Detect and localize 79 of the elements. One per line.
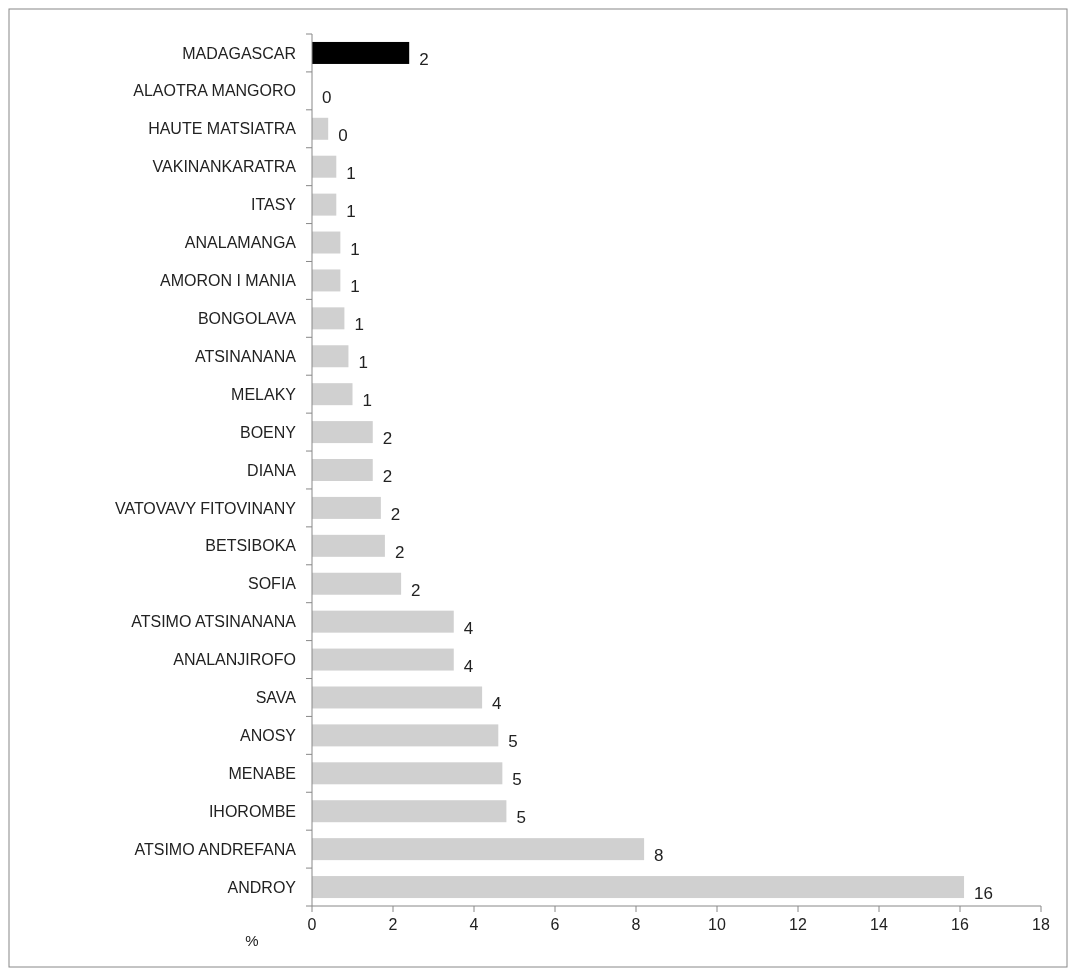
bar	[312, 724, 499, 747]
x-tick-label: 18	[1032, 916, 1050, 933]
data-label: 1	[358, 353, 368, 373]
x-tick-label: 0	[307, 916, 317, 933]
bar	[312, 193, 337, 216]
y-tick-label: IHOROMBE	[208, 802, 296, 820]
data-label: 0	[322, 87, 332, 107]
bar	[312, 307, 345, 330]
y-tick-label: DIANA	[247, 461, 297, 479]
data-label: 4	[492, 694, 502, 714]
data-label: 2	[390, 504, 401, 524]
data-label: 2	[382, 467, 393, 486]
bar	[312, 876, 965, 899]
y-tick-label: ATSIMO ANDREFANA	[134, 840, 297, 858]
bar	[312, 41, 410, 64]
bar	[312, 838, 645, 861]
bar	[312, 459, 373, 481]
data-label: 1	[354, 315, 364, 335]
data-label: 1	[350, 239, 360, 259]
bar	[312, 496, 381, 519]
data-label: 5	[508, 732, 518, 752]
y-tick-label: AMORON I MANIA	[159, 272, 297, 290]
bar	[312, 155, 337, 178]
x-tick-label: 6	[550, 916, 560, 933]
data-label: 1	[346, 201, 356, 221]
bar	[312, 269, 341, 292]
y-tick-label: MENABE	[228, 764, 296, 782]
y-tick-label: BOENY	[239, 423, 297, 441]
data-label: 16	[974, 884, 993, 904]
data-label: 4	[463, 618, 474, 638]
y-tick-label: ATSINANANA	[194, 347, 297, 365]
bar	[312, 421, 373, 444]
data-label: 4	[463, 656, 474, 676]
y-tick-label: ATSIMO ATSINANANA	[131, 613, 297, 631]
x-tick-label: 10	[708, 916, 726, 933]
y-tick-label: ANALANJIROFO	[173, 651, 296, 669]
bar	[312, 572, 402, 595]
x-tick-label: 2	[388, 916, 398, 933]
data-label: 1	[346, 163, 356, 183]
data-label: 2	[419, 49, 429, 69]
bar	[312, 762, 503, 785]
y-tick-label: ANDROY	[227, 878, 297, 896]
bar	[312, 117, 329, 140]
x-tick-label: 16	[951, 916, 969, 933]
data-label: 5	[516, 808, 526, 828]
data-label: 1	[362, 391, 372, 411]
bar	[312, 648, 454, 671]
y-tick-label: HAUTE MATSIATRA	[148, 120, 297, 138]
data-label: 8	[654, 846, 664, 866]
y-tick-label: ITASY	[250, 196, 297, 214]
data-label: 1	[350, 277, 360, 297]
bar	[312, 383, 353, 406]
bar	[312, 800, 507, 823]
y-tick-label: VATOVAVY FITOVINANY	[114, 499, 297, 517]
y-tick-label: ALAOTRA MANGORO	[133, 82, 296, 100]
x-tick-label: 14	[870, 916, 888, 933]
data-label: 0	[338, 125, 348, 145]
x-tick-label: 12	[789, 916, 807, 933]
y-tick-label: BONGOLAVA	[197, 309, 297, 327]
y-tick-label: BETSIBOKA	[205, 537, 297, 555]
y-tick-label: MADAGASCAR	[182, 44, 296, 62]
y-tick-label: SAVA	[255, 689, 297, 707]
y-tick-label: ANALAMANGA	[184, 234, 297, 252]
x-axis-title: %	[245, 932, 259, 949]
data-label: 2	[394, 542, 405, 562]
y-tick-label: MELAKY	[231, 385, 297, 403]
data-label: 2	[411, 580, 421, 600]
x-tick-label: 8	[631, 916, 641, 933]
y-tick-label: ANOSY	[239, 726, 297, 744]
data-label: 2	[382, 429, 393, 449]
y-tick-label: SOFIA	[247, 575, 297, 593]
data-label: 5	[512, 770, 522, 790]
bar	[312, 686, 483, 709]
y-tick-label: VAKINANKARATRA	[152, 158, 297, 176]
x-tick-label: 4	[469, 916, 479, 933]
bar	[312, 231, 341, 254]
bar	[312, 345, 349, 368]
bar	[312, 534, 385, 557]
bar	[312, 610, 454, 633]
